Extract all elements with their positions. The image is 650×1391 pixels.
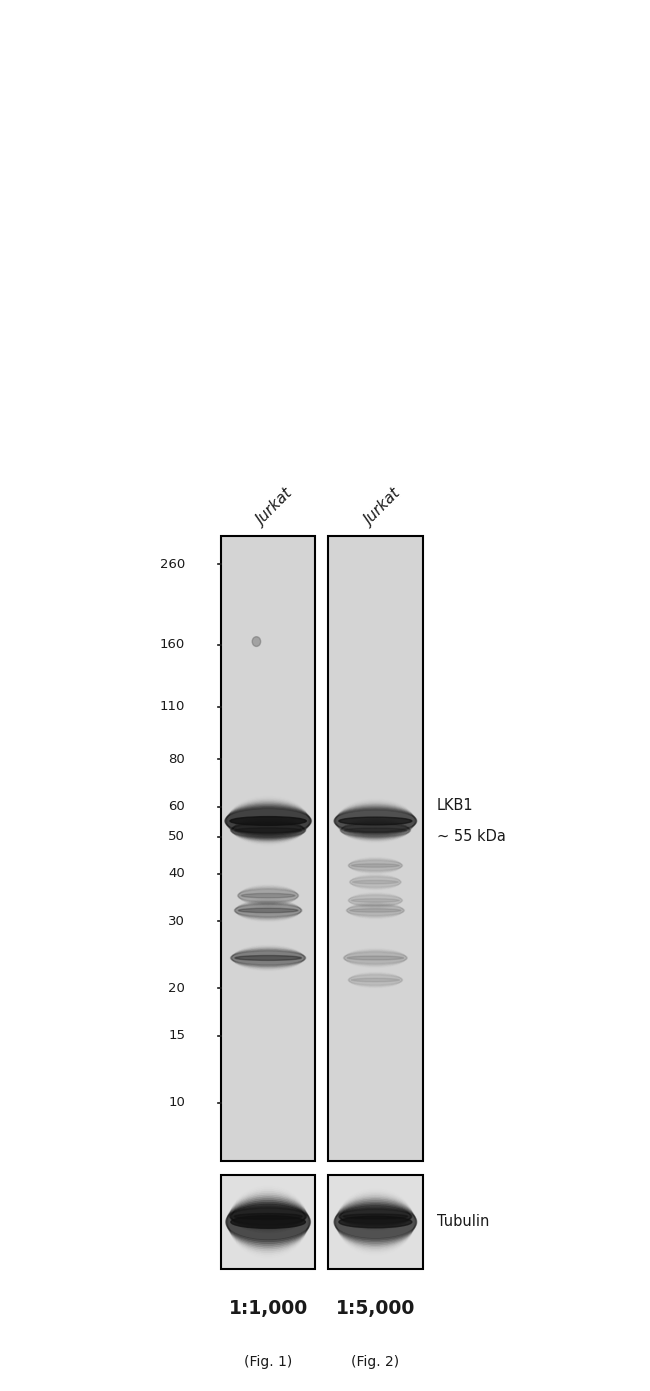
Ellipse shape [335,807,416,836]
Ellipse shape [339,1216,412,1228]
Ellipse shape [340,1206,411,1227]
Ellipse shape [226,1200,310,1244]
Ellipse shape [343,1214,408,1219]
Ellipse shape [347,956,404,960]
Ellipse shape [335,808,416,835]
Ellipse shape [335,1202,416,1242]
Text: Jurkat: Jurkat [361,487,404,529]
Ellipse shape [226,805,311,837]
Ellipse shape [234,1213,302,1220]
Ellipse shape [235,828,302,833]
Ellipse shape [231,949,305,968]
Ellipse shape [230,817,306,825]
Ellipse shape [341,822,410,837]
Ellipse shape [231,822,306,839]
Ellipse shape [334,808,417,833]
Ellipse shape [225,807,311,835]
Ellipse shape [226,803,310,840]
Ellipse shape [231,823,306,837]
Text: 20: 20 [168,982,185,995]
FancyBboxPatch shape [328,1175,422,1269]
Ellipse shape [227,1193,309,1251]
Ellipse shape [334,1203,417,1241]
FancyBboxPatch shape [328,536,422,1161]
Ellipse shape [226,1202,310,1242]
Text: 50: 50 [168,830,185,843]
Ellipse shape [231,821,305,839]
Text: 40: 40 [168,867,185,881]
Text: 1:5,000: 1:5,000 [335,1299,415,1319]
Ellipse shape [351,864,400,867]
Ellipse shape [234,904,302,917]
Ellipse shape [231,822,306,837]
Ellipse shape [335,1196,415,1246]
Ellipse shape [339,1207,411,1224]
Ellipse shape [225,808,311,833]
Ellipse shape [335,805,416,836]
Ellipse shape [226,801,310,842]
Ellipse shape [239,908,298,912]
Ellipse shape [350,908,401,912]
Ellipse shape [227,1199,309,1245]
Ellipse shape [231,949,305,967]
Ellipse shape [335,804,415,837]
Ellipse shape [231,950,306,967]
Text: Tubulin: Tubulin [437,1214,489,1230]
Text: 60: 60 [168,800,185,814]
Ellipse shape [341,822,410,839]
Text: 15: 15 [168,1029,185,1042]
Ellipse shape [230,1206,306,1227]
FancyBboxPatch shape [221,536,315,1161]
Ellipse shape [226,804,310,839]
Ellipse shape [227,1196,309,1248]
Ellipse shape [351,978,400,982]
Text: Jurkat: Jurkat [254,487,296,529]
Text: 80: 80 [168,753,185,765]
Ellipse shape [226,805,311,836]
Ellipse shape [231,1216,306,1228]
Ellipse shape [235,903,302,918]
Ellipse shape [231,950,306,965]
Text: (Fig. 1): (Fig. 1) [244,1355,292,1369]
Ellipse shape [339,817,412,825]
Ellipse shape [334,1205,417,1239]
Ellipse shape [241,893,295,897]
Ellipse shape [235,956,302,960]
Text: (Fig. 2): (Fig. 2) [351,1355,400,1369]
Text: 30: 30 [168,915,185,928]
Ellipse shape [339,1206,411,1227]
Ellipse shape [231,951,306,965]
Ellipse shape [339,1207,411,1225]
Ellipse shape [235,904,302,917]
Text: ~ 55 kDa: ~ 55 kDa [437,829,506,844]
Text: 260: 260 [160,558,185,570]
Ellipse shape [231,821,305,840]
Ellipse shape [231,1203,306,1230]
Text: 160: 160 [160,638,185,651]
Ellipse shape [237,889,299,901]
Ellipse shape [344,828,406,832]
Ellipse shape [339,1209,412,1224]
Text: 10: 10 [168,1096,185,1109]
Ellipse shape [351,899,400,903]
FancyBboxPatch shape [221,1175,315,1269]
Ellipse shape [334,810,417,832]
Ellipse shape [340,823,411,837]
Ellipse shape [235,903,302,918]
Ellipse shape [229,1207,307,1224]
Text: LKB1: LKB1 [437,797,473,812]
Ellipse shape [252,637,261,647]
Ellipse shape [230,1206,306,1227]
Ellipse shape [352,881,398,883]
Ellipse shape [226,1203,311,1241]
Ellipse shape [340,823,411,836]
Ellipse shape [335,1200,416,1244]
Ellipse shape [335,1199,416,1245]
Ellipse shape [227,1195,309,1249]
Ellipse shape [231,1205,306,1228]
Text: 1:1,000: 1:1,000 [229,1299,307,1319]
Text: 110: 110 [160,700,185,714]
Ellipse shape [229,1207,307,1225]
Ellipse shape [339,1209,412,1224]
